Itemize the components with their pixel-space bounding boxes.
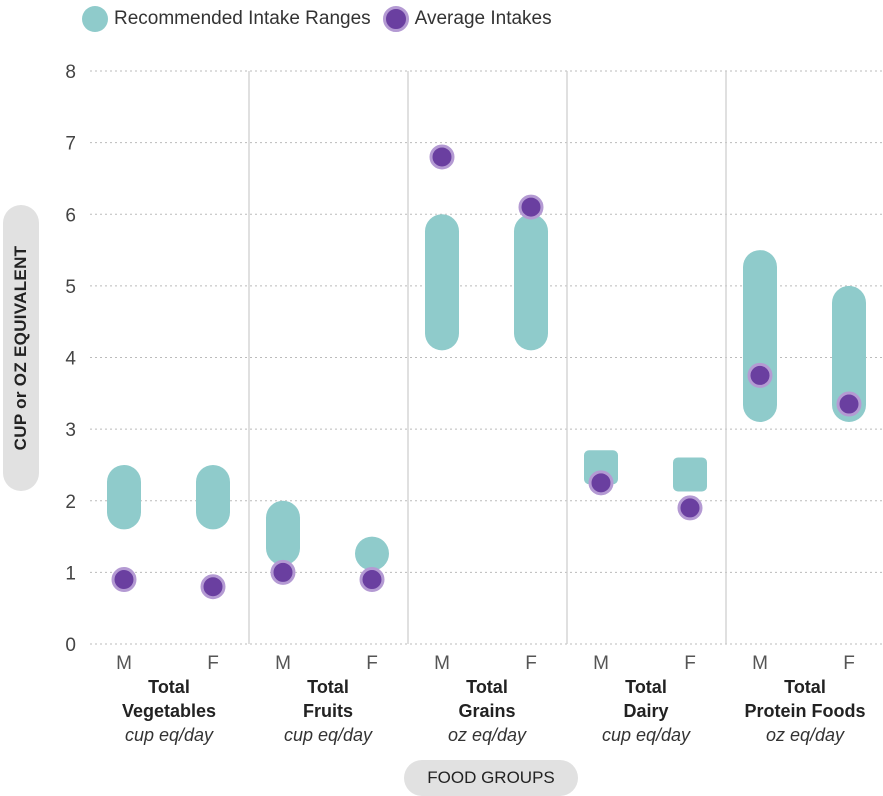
legend-range-label: Recommended Intake Ranges [114, 8, 371, 29]
average-point [588, 470, 614, 496]
range-bar [514, 214, 548, 351]
group-label-line1: Total [148, 677, 190, 697]
legend-item-average: Average Intakes [382, 6, 552, 32]
group-label-line2: Dairy [623, 701, 668, 721]
group-label-line1: Total [784, 677, 826, 697]
group-label-line1: Total [625, 677, 667, 697]
group-label-line2: Fruits [303, 701, 353, 721]
legend-item-range: Recommended Intake Ranges [82, 6, 371, 32]
average-point [359, 567, 385, 593]
average-point [200, 574, 226, 600]
x-axis-label: FOOD GROUPS [404, 760, 578, 796]
group-label-line2: Protein Foods [745, 701, 866, 721]
legend-average-swatch [382, 6, 409, 32]
group-unit-label: cup eq/day [125, 725, 214, 745]
range-bar [743, 250, 777, 422]
range-bar [832, 285, 866, 422]
group-label-line1: Total [466, 677, 508, 697]
y-axis-label-pill [3, 205, 39, 491]
group-unit-label: oz eq/day [766, 725, 845, 745]
y-tick-label: 0 [65, 635, 76, 656]
average-point [677, 495, 703, 521]
average-point [518, 194, 544, 220]
legend-range-swatch [82, 6, 108, 32]
y-tick-label: 1 [65, 563, 76, 584]
sex-tick-label: M [434, 653, 450, 674]
y-tick-label: 7 [65, 134, 76, 155]
y-tick-label: 6 [65, 205, 76, 226]
sex-tick-label: F [684, 653, 696, 674]
range-bar [196, 464, 230, 530]
sex-tick-label: M [752, 653, 768, 674]
range-bar [107, 464, 141, 530]
y-tick-label: 5 [65, 277, 76, 298]
sex-tick-label: M [593, 653, 609, 674]
average-point [270, 559, 296, 585]
average-point [836, 391, 862, 417]
sex-tick-label: M [116, 653, 132, 674]
group-unit-label: cup eq/day [284, 725, 373, 745]
average-point [747, 362, 773, 388]
sex-tick-label: F [366, 653, 378, 674]
group-label-line2: Vegetables [122, 701, 216, 721]
y-tick-label: 8 [65, 62, 76, 83]
group-label-line1: Total [307, 677, 349, 697]
range-bar [266, 500, 300, 566]
range-bar [673, 457, 707, 492]
y-tick-label: 2 [65, 492, 76, 513]
group-unit-label: oz eq/day [448, 725, 527, 745]
sex-tick-label: F [525, 653, 537, 674]
sex-tick-label: M [275, 653, 291, 674]
average-point [429, 144, 455, 170]
group-label-line2: Grains [458, 701, 515, 721]
sex-tick-label: F [843, 653, 855, 674]
range-bar [355, 536, 389, 571]
average-point [111, 567, 137, 593]
legend-average-label: Average Intakes [414, 8, 552, 29]
legend: Recommended Intake Ranges Average Intake… [82, 6, 564, 32]
range-bar [425, 214, 459, 351]
group-unit-label: cup eq/day [602, 725, 691, 745]
sex-tick-label: F [207, 653, 219, 674]
y-tick-label: 4 [65, 349, 76, 370]
y-tick-label: 3 [65, 420, 76, 441]
